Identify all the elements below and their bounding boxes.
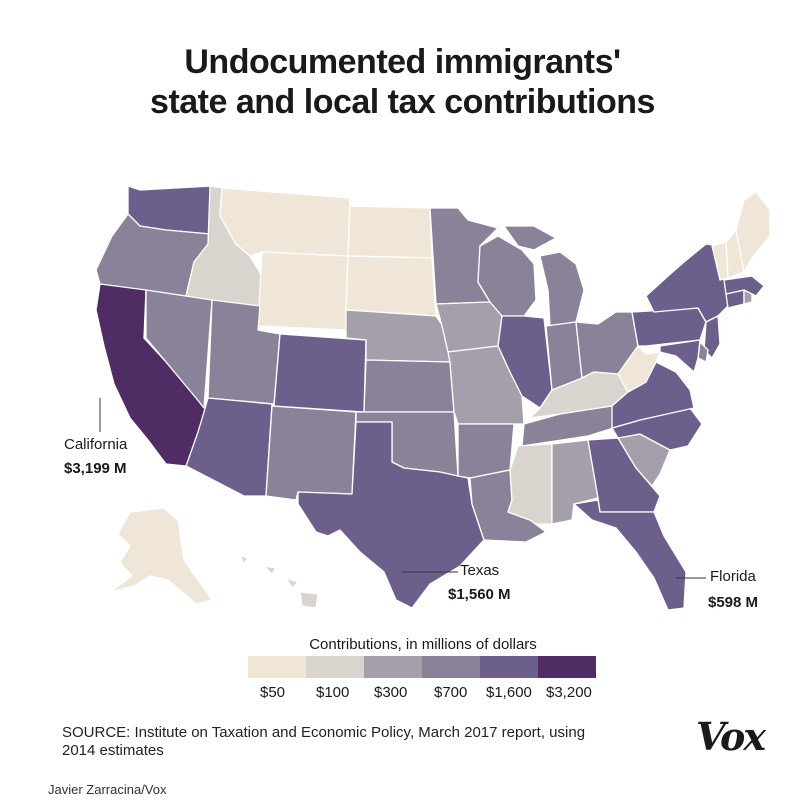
legend-labels: $50 $100 $300 $700 $1,600 $3,200 xyxy=(248,684,608,704)
legend-label-1600: $1,600 xyxy=(486,684,532,701)
state-wy xyxy=(257,251,349,331)
florida-callout-value: $598 M xyxy=(708,594,759,611)
california-callout-name: California xyxy=(64,436,128,453)
title-line-2: state and local tax contributions xyxy=(150,83,655,121)
credit-line: Javier Zarracina/Vox xyxy=(48,782,167,797)
state-nd xyxy=(347,205,433,259)
florida-callout-name: Florida xyxy=(710,568,756,585)
texas-callout-value: $1,560 M xyxy=(448,586,511,603)
legend-color-bar xyxy=(248,656,596,678)
legend-label-100: $100 xyxy=(316,684,350,701)
legend-label-50: $50 xyxy=(260,684,286,701)
state-ks xyxy=(363,359,455,413)
us-choropleth-map xyxy=(95,185,771,611)
legend-label-300: $300 xyxy=(374,684,408,701)
state-ak xyxy=(109,507,213,605)
legend-label-3200: $3,200 xyxy=(546,684,592,701)
vox-logo: Vox xyxy=(696,714,766,759)
state-hi xyxy=(239,555,319,609)
legend-swatch-3200 xyxy=(538,656,596,678)
legend-swatch-50 xyxy=(248,656,306,678)
state-fl xyxy=(573,499,687,611)
state-tx xyxy=(297,421,485,609)
legend-swatch-300 xyxy=(364,656,422,678)
state-nm xyxy=(265,405,357,501)
texas-callout-name: Texas xyxy=(460,562,500,579)
state-ar xyxy=(457,423,515,479)
state-sd xyxy=(345,255,437,317)
legend-title: Contributions, in millions of dollars xyxy=(309,636,537,653)
state-co xyxy=(273,333,367,413)
legend-label-700: $700 xyxy=(434,684,468,701)
source-note: SOURCE: Institute on Taxation and Econom… xyxy=(62,724,586,759)
state-wi xyxy=(477,235,537,317)
state-mt xyxy=(219,187,351,257)
california-callout-value: $3,199 M xyxy=(64,460,127,477)
state-mi xyxy=(503,225,585,327)
state-nv xyxy=(145,289,213,409)
state-md xyxy=(659,339,701,373)
state-ma xyxy=(723,275,765,297)
state-me xyxy=(735,191,771,273)
title-line-1: Undocumented immigrants' xyxy=(184,43,621,81)
state-ia xyxy=(435,301,503,353)
state-ms xyxy=(507,443,553,525)
map-title: Undocumented immigrants' state and local… xyxy=(0,42,805,122)
state-ca xyxy=(95,283,217,467)
state-nj xyxy=(703,315,721,359)
legend-swatch-1600 xyxy=(480,656,538,678)
state-wv xyxy=(617,345,661,393)
legend-swatch-100 xyxy=(306,656,364,678)
legend-swatch-700 xyxy=(422,656,480,678)
